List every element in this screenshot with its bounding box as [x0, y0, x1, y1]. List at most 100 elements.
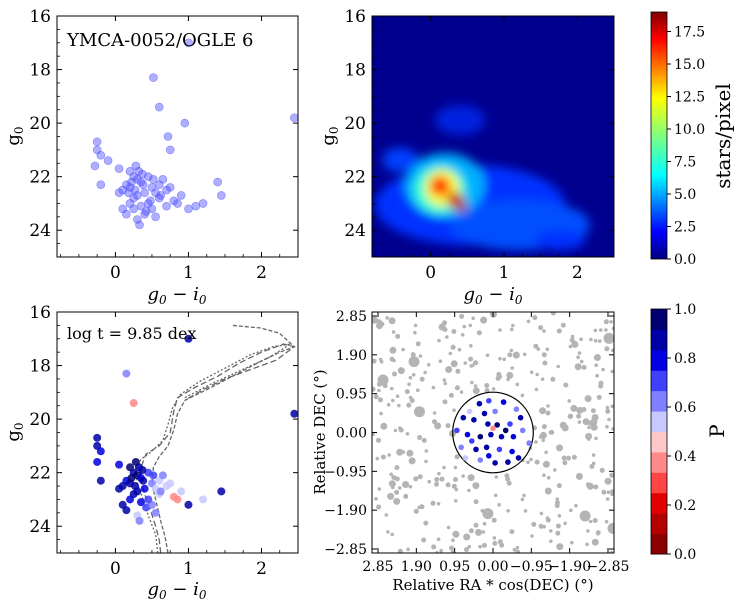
member-star — [184, 334, 193, 343]
panel-cmd-scatter: 0 1 2 16 18 20 22 24 YMCA-0052/OGLE 6 g0 g0 − i… — [3, 7, 299, 307]
field-star — [386, 530, 390, 534]
y-tick-label: 0.95 — [336, 387, 367, 403]
field-star — [423, 520, 429, 526]
y-tick-label: 22 — [344, 168, 366, 188]
field-star — [515, 382, 520, 387]
field-star — [373, 394, 379, 400]
field-star — [491, 387, 496, 391]
field-star — [386, 403, 391, 407]
star-point — [146, 196, 155, 206]
field-star — [505, 476, 511, 482]
field-star — [579, 359, 584, 364]
bl-xlabel: g0 − i0 — [147, 579, 206, 602]
field-star — [542, 473, 546, 478]
br-axis-ticks: 2.85 1.90 0.95 0.00 −0.95−1.90−2.852.851.900… — [324, 309, 629, 575]
field-star — [590, 423, 598, 431]
field-star — [585, 432, 593, 440]
field-star — [598, 339, 602, 343]
field-star — [469, 344, 473, 348]
field-star — [406, 449, 414, 457]
field-star — [595, 373, 599, 378]
field-star — [449, 545, 454, 551]
member-star — [481, 410, 488, 417]
field-star — [589, 464, 595, 469]
field-star — [604, 477, 612, 485]
field-star — [463, 533, 471, 541]
field-star — [534, 459, 540, 465]
member-star — [96, 476, 105, 485]
star-point — [213, 177, 222, 187]
field-star — [549, 529, 553, 533]
field-star — [492, 540, 498, 546]
field-star — [403, 493, 409, 499]
y-tick-label: 22 — [29, 168, 51, 188]
field-star — [394, 465, 400, 471]
star-point — [156, 191, 166, 200]
member-star — [126, 495, 135, 504]
field-star — [452, 530, 460, 538]
field-star — [607, 417, 611, 422]
field-star — [431, 544, 437, 550]
field-star — [393, 497, 401, 505]
field-star — [545, 410, 551, 416]
field-star — [535, 372, 539, 377]
field-star — [611, 326, 614, 331]
field-star — [461, 474, 465, 478]
field-star — [530, 534, 534, 538]
field-star — [448, 392, 454, 398]
field-star — [556, 543, 564, 551]
field-star — [411, 373, 416, 377]
field-star — [533, 343, 539, 349]
field-star — [544, 487, 552, 495]
field-star — [436, 502, 441, 506]
member-star — [471, 417, 477, 423]
field-star — [384, 513, 389, 517]
field-star — [591, 414, 599, 421]
field-star — [491, 517, 497, 523]
field-star — [468, 356, 474, 362]
field-star — [454, 499, 458, 503]
member-star — [515, 455, 522, 461]
member-star — [519, 427, 526, 434]
field-star — [604, 346, 610, 352]
field-star — [599, 467, 605, 473]
field-star — [604, 519, 609, 524]
member-star — [517, 414, 524, 421]
field-star — [548, 430, 553, 435]
tr-heat-blob — [457, 202, 467, 212]
field-star — [492, 536, 497, 540]
field-star — [529, 457, 533, 462]
field-star — [391, 398, 395, 403]
member-star — [492, 460, 498, 466]
star-point — [290, 113, 298, 123]
field-star — [570, 540, 574, 545]
field-star — [606, 490, 611, 495]
member-star — [93, 457, 102, 466]
y-tick-label: 18 — [29, 357, 51, 377]
colorbar-tick-label: 0.6 — [674, 400, 696, 416]
field-star — [412, 358, 416, 363]
tr-heatmap — [372, 16, 614, 257]
field-star — [417, 505, 422, 510]
field-star — [372, 358, 377, 364]
field-star — [459, 313, 465, 319]
member-star — [464, 431, 471, 438]
field-star — [408, 457, 416, 465]
member-star — [490, 425, 496, 432]
member-star — [526, 440, 532, 446]
tl-ylabel: g0 — [3, 126, 26, 145]
field-star — [520, 393, 525, 398]
field-star — [526, 460, 530, 465]
colorbar-segment — [651, 390, 667, 412]
field-star — [418, 354, 423, 358]
bl-axis-ticks: 0 1 2 16 18 20 22 24 — [29, 303, 299, 579]
field-star — [591, 538, 599, 546]
field-star — [550, 376, 556, 382]
field-star — [452, 408, 456, 413]
panel-cmd-isochrone: 0 1 2 16 18 20 22 24 log t = 9.85 dex g0 g0 − i… — [3, 303, 299, 602]
field-star — [556, 364, 560, 369]
field-star — [542, 360, 548, 366]
field-star — [437, 338, 441, 343]
field-star — [610, 348, 614, 353]
